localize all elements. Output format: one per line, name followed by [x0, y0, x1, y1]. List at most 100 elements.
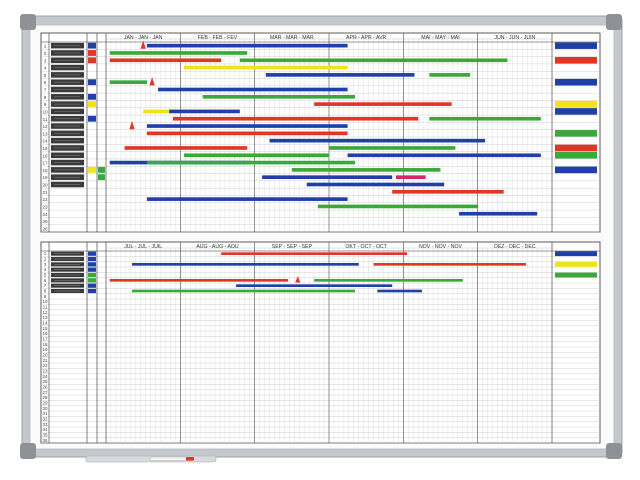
schedule-bar-green[interactable] — [239, 58, 508, 63]
schedule-bar-red[interactable] — [109, 279, 289, 282]
row-marker-blue[interactable] — [88, 288, 96, 294]
side-tab-yellow[interactable] — [555, 100, 597, 108]
row-marker-blue[interactable] — [88, 267, 96, 272]
side-tab-green[interactable] — [555, 151, 597, 159]
schedule-bar-yellow[interactable] — [184, 65, 348, 70]
schedule-bar-green[interactable] — [429, 73, 471, 77]
schedule-bar-blue[interactable] — [306, 182, 445, 187]
row-marker-blue[interactable] — [88, 115, 96, 122]
row-marker-red[interactable] — [88, 57, 96, 64]
schedule-bar-green[interactable] — [132, 289, 356, 293]
month-header: MAR - MAR - MAR — [270, 35, 314, 41]
schedule-bar-red[interactable] — [109, 58, 222, 63]
side-tab-blue[interactable] — [555, 108, 597, 115]
side-tab-blue[interactable] — [555, 78, 597, 86]
row-marker-green[interactable] — [88, 272, 96, 278]
schedule-bar-red[interactable] — [392, 189, 504, 194]
schedule-bar-green[interactable] — [109, 51, 248, 55]
schedule-bar-green[interactable] — [146, 160, 356, 165]
month-header: JUL - JUL - JUIL — [124, 244, 162, 250]
schedule-bar-yellow[interactable] — [143, 109, 181, 114]
milestone-triangle-icon[interactable] — [129, 120, 135, 130]
row-number: 25 — [42, 219, 48, 224]
row-number: 34 — [42, 427, 48, 432]
row-marker-blue[interactable] — [88, 262, 96, 267]
row-marker-blue[interactable] — [88, 42, 96, 49]
row-marker-red[interactable] — [88, 50, 96, 56]
schedule-bar-blue[interactable] — [236, 284, 393, 287]
schedule-bar-blue[interactable] — [262, 175, 393, 180]
schedule-bar-green[interactable] — [184, 153, 329, 158]
milestone-triangle-icon[interactable] — [140, 40, 146, 49]
schedule-bar-blue[interactable] — [169, 109, 240, 114]
schedule-bar-blue[interactable] — [146, 124, 348, 128]
milestone-triangle-icon[interactable] — [295, 276, 301, 283]
schedule-bar-green[interactable] — [317, 204, 478, 209]
marker-tray — [85, 455, 217, 463]
row-number: 10 — [42, 299, 48, 304]
marker-pen[interactable] — [149, 456, 189, 461]
row-marker-blue[interactable] — [88, 251, 96, 256]
schedule-bar-blue[interactable] — [377, 289, 422, 293]
row-marker-blue[interactable] — [88, 256, 96, 262]
schedule-bar-blue[interactable] — [146, 197, 348, 201]
schedule-bar-red[interactable] — [124, 146, 248, 150]
schedule-bar-green[interactable] — [314, 279, 463, 282]
row-marker-blue[interactable] — [88, 93, 96, 100]
side-tab-blue[interactable] — [555, 166, 597, 174]
side-tab-green[interactable] — [555, 272, 597, 278]
row-number: 36 — [42, 438, 48, 443]
row-number: 16 — [42, 331, 48, 336]
row-marker-green[interactable] — [88, 278, 96, 283]
row-marker-blue[interactable] — [88, 283, 96, 288]
schedule-bar-blue[interactable] — [347, 153, 541, 158]
row-marker-yellow[interactable] — [88, 166, 96, 173]
corner-cap — [20, 443, 36, 459]
row-number: 6 — [44, 278, 47, 283]
row-number: 11 — [43, 304, 48, 309]
schedule-bar-green[interactable] — [291, 168, 441, 172]
schedule-bar-green[interactable] — [202, 94, 356, 99]
month-header: MAI - MAY - MAI — [421, 35, 459, 41]
side-tab-yellow[interactable] — [555, 261, 597, 267]
schedule-bar-red[interactable] — [314, 102, 452, 106]
side-tab-red[interactable] — [555, 56, 597, 64]
schedule-bar-green[interactable] — [429, 116, 541, 121]
schedule-bar-red[interactable] — [146, 131, 348, 136]
schedule-bar-blue[interactable] — [146, 43, 348, 48]
row-number: 9 — [44, 294, 47, 299]
schedule-bar-blue[interactable] — [158, 87, 348, 92]
month-header: OKT - OCT - OCT — [345, 244, 387, 250]
side-tab-green[interactable] — [555, 130, 597, 137]
schedule-bar-red[interactable] — [172, 116, 419, 121]
month-header: AUG - AUG - AOU — [196, 244, 239, 250]
panel-top: JAN - JAN - JAN FEB - FEB - FEV MAR - MAR … — [40, 32, 601, 233]
row-number: 15 — [42, 146, 48, 151]
row-marker-yellow[interactable] — [88, 101, 96, 108]
side-tab-blue[interactable] — [555, 42, 597, 49]
row-number: 1 — [44, 44, 47, 49]
schedule-bar-green[interactable] — [109, 80, 147, 85]
row-number: 8 — [44, 95, 47, 100]
side-tab-red[interactable] — [555, 144, 597, 152]
row-number: 23 — [42, 368, 48, 373]
row-number: 21 — [42, 190, 48, 195]
corner-cap — [606, 14, 622, 30]
schedule-bar-green[interactable] — [329, 146, 456, 150]
schedule-bar-red[interactable] — [373, 263, 526, 266]
month-header: SEP - SEP - SEP — [272, 244, 313, 250]
milestone-triangle-icon[interactable] — [149, 77, 155, 86]
schedule-bar-red[interactable] — [221, 252, 408, 255]
schedule-bar-blue[interactable] — [269, 138, 486, 143]
schedule-bar-blue[interactable] — [132, 263, 359, 266]
row-marker-green[interactable] — [98, 174, 105, 181]
row-marker-blue[interactable] — [88, 79, 96, 86]
row-number: 5 — [44, 73, 47, 78]
schedule-bar-magenta[interactable] — [395, 175, 426, 180]
side-tab-blue[interactable] — [555, 251, 597, 257]
row-number: 18 — [42, 168, 48, 173]
schedule-bar-blue[interactable] — [459, 211, 538, 216]
row-number: 20 — [42, 352, 48, 357]
row-marker-green[interactable] — [98, 166, 105, 173]
schedule-bar-blue[interactable] — [265, 73, 415, 77]
